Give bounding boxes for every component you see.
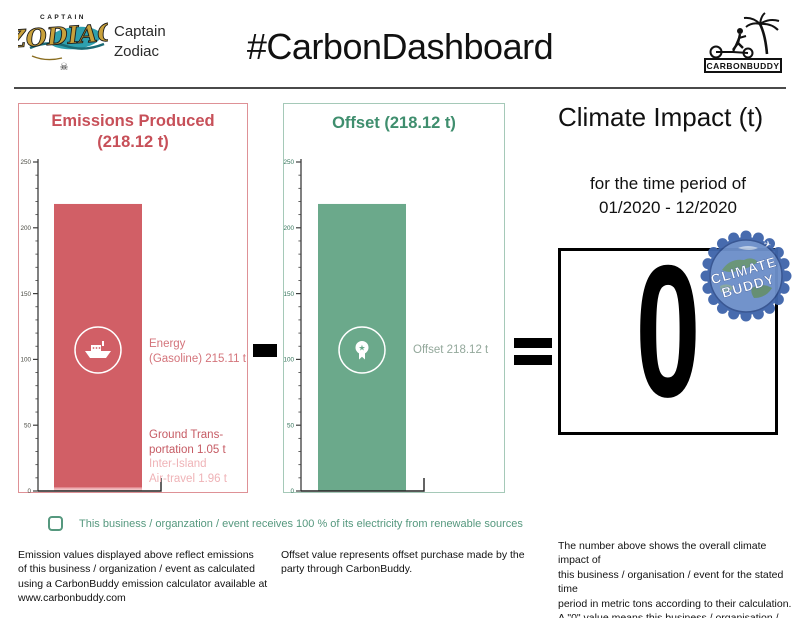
emissions-title-line1: Emissions Produced [51,112,215,130]
time-period-line1: for the time period of [590,174,746,193]
carbonbuddy-logo: CARBONBUDDY [704,12,782,73]
time-period-text: for the time period of 01/2020 - 12/2020 [558,172,778,220]
emissions-footnote: Emission values displayed above reflect … [18,549,268,605]
carbonbuddy-rider-head [737,28,743,34]
svg-text:★: ★ [358,343,365,352]
energy-gasoline-label: Energy (Gasoline) 215.11 t [149,337,246,367]
svg-text:150: 150 [20,291,31,298]
svg-text:250: 250 [20,159,31,166]
chart-svg: 0 50 100 150 200 250 [20,159,162,495]
energy-label-line2: (Gasoline) 215.11 t [149,352,246,365]
zodiac-logo-wave-line [29,42,105,50]
zodiac-logo-captain-text: CAPTAIN [40,14,86,21]
minus-operator [253,344,277,357]
ground-transportation-label: Ground Trans- portation 1.05 t [149,428,226,458]
emissions-panel: Emissions Produced (218.12 t) 0 50 100 150 2… [18,103,248,495]
renewable-energy-row: This business / organzation / event rece… [48,516,523,531]
air-travel-label: Inter-Island Air-travel 1.96 t [149,457,227,487]
carbonbuddy-label-box [704,58,782,73]
svg-text:250: 250 [283,159,294,166]
emissions-panel-title: Emissions Produced (218.12 t) [19,111,247,154]
chart-svg: 0 50 100 150 200 250 ★ [283,159,425,495]
header-divider [14,87,786,89]
svg-text:150: 150 [283,291,294,298]
ground-label-line1: Ground Trans- [149,429,224,441]
svg-text:200: 200 [20,225,31,232]
offset-panel: Offset (218.12 t) 0 50 100 150 200 250 ★ Offse… [283,103,505,495]
skull-icon: ☠ [60,62,69,73]
brand-name: Captain Zodiac [114,22,166,63]
air-label-line1: Inter-Island [149,458,207,470]
climate-impact-title: Climate Impact (t) [558,102,764,132]
carbonbuddy-rider-body [732,33,744,51]
svg-text:0: 0 [27,488,31,495]
svg-text:50: 50 [287,422,295,429]
renewable-energy-label: This business / organzation / event rece… [79,517,523,530]
emissions-bar-chart: 0 50 100 150 200 250 [19,154,247,501]
carbonbuddy-cart-icon [709,35,754,59]
climate-impact-value: 0 [635,226,701,436]
palm-tree-fronds-icon [743,12,780,31]
airplane-doodle-icon: ✈ [762,238,773,250]
offset-panel-title: Offset (218.12 t) [332,114,456,132]
svg-text:100: 100 [283,357,294,364]
svg-text:0: 0 [290,488,294,495]
offset-footnote: Offset value represents offset purchase … [281,549,525,576]
climate-buddy-stamp: ✈ CLIMATE BUDDY [700,230,792,322]
svg-text:200: 200 [283,225,294,232]
palm-tree-trunk-icon [758,23,769,55]
svg-text:100: 100 [20,357,31,364]
bar-icon-ring [338,326,386,374]
offset-bar-chart: 0 50 100 150 200 250 ★ [282,154,508,501]
emissions-title-line2: (218.12 t) [97,133,169,152]
equals-operator-bottom [514,355,552,365]
medal-icon: ★ [355,341,369,360]
brand-name-line1: Captain [114,23,166,40]
energy-label-line1: Energy [149,338,186,350]
ship-icon [85,341,111,358]
offset-bar-label: Offset 218.12 t [413,344,489,356]
climate-impact-value-box: 0 [558,226,778,436]
bar-icon-ring [74,326,122,374]
equals-operator-top [514,338,552,348]
time-period-line2: 01/2020 - 12/2020 [598,197,737,217]
air-label-line2: Air-travel 1.96 t [149,472,227,485]
ground-label-line2: portation 1.05 t [149,443,226,456]
page-title: #CarbonDashboard [246,26,554,67]
carbonbuddy-label-text: CARBONBUDDY [706,61,779,71]
renewable-energy-checkbox[interactable] [48,516,63,531]
brand-name-line2: Zodiac [114,43,160,61]
impact-footnote: The number above shows the overall clima… [558,540,792,618]
zodiac-logo-script-flourish [31,55,63,61]
svg-text:50: 50 [24,422,32,429]
captain-zodiac-logo: CAPTAIN ZODIAC ☠ [18,14,108,73]
stamp-earth-continents [720,246,772,298]
